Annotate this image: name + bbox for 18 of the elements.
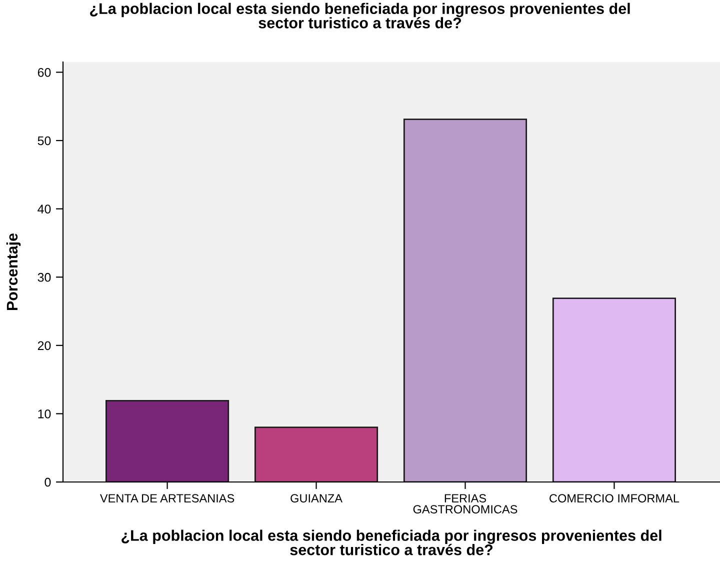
bar: [106, 400, 230, 482]
x-tick-label: GUIANZA: [290, 494, 342, 502]
x-axis-title: ¿La poblacion local esta siendo beneficiada por ingresos provenientes del sector turistico a través de?: [122, 530, 662, 556]
y-tick-label: 20: [38, 341, 51, 350]
bar: [403, 118, 528, 482]
x-tick-label: FERIAS GASTRONOMICAS: [413, 494, 518, 514]
y-tick-label: 0: [44, 478, 51, 487]
bar: [552, 298, 676, 482]
x-tick-label: VENTA DE ARTESANIAS: [100, 494, 234, 502]
y-tick-label: 40: [38, 204, 51, 214]
y-tick-label: 50: [38, 136, 51, 146]
y-axis-title: Porcentaje: [6, 233, 21, 310]
chart-title: ¿La poblacion local esta siendo beneficiada por ingresos provenientes del sector turistico a través de?: [90, 2, 630, 28]
x-tick-label: COMERCIO IMFORMAL: [550, 494, 680, 502]
y-tick-label: 30: [38, 272, 51, 282]
y-tick-label: 10: [38, 410, 51, 418]
y-tick-label: 60: [38, 68, 51, 77]
bar: [254, 426, 378, 482]
